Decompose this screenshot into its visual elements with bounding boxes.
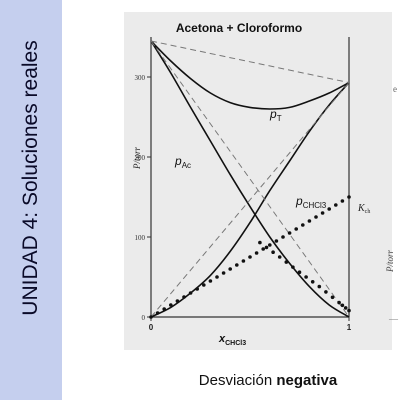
data-point	[258, 240, 262, 245]
data-point	[277, 255, 282, 259]
data-point	[268, 243, 272, 247]
data-point	[307, 219, 312, 223]
data-point	[235, 263, 239, 267]
series-raoult-chloroform-ideal	[150, 82, 350, 318]
data-point	[182, 295, 186, 299]
data-point	[340, 303, 345, 308]
series-raoult-total-ideal	[150, 40, 350, 84]
axes-layer: 0 100 200 300 0 1	[135, 37, 352, 332]
x-axis-label: xCHCl3	[218, 333, 246, 347]
text-layer: Acetona + Cloroformo P/torr xCHCl3 pT pA…	[132, 21, 370, 347]
series-layer	[149, 40, 351, 319]
x-tick-label: 1	[347, 323, 352, 332]
label-pAc: pAc	[174, 154, 191, 170]
data-point	[202, 283, 206, 287]
data-point	[317, 284, 322, 289]
caption-bold: negativa	[276, 372, 338, 389]
y-tick-label: 300	[135, 74, 146, 82]
label-Kch-sub: ch	[365, 209, 371, 215]
data-point	[284, 260, 289, 264]
data-point	[274, 239, 279, 243]
data-point	[228, 267, 232, 271]
data-point	[195, 287, 199, 291]
data-point	[294, 227, 299, 231]
data-point	[314, 215, 318, 219]
adjacent-figure-ylabel: P/torr	[385, 249, 395, 273]
data-point	[162, 307, 166, 311]
data-point	[301, 223, 305, 227]
data-point	[310, 280, 315, 284]
data-point	[287, 231, 292, 235]
series-henry-chloroform	[149, 195, 351, 319]
series-raoult-acetone-ideal	[150, 40, 350, 318]
y-tick-label: 200	[135, 154, 146, 162]
caption-prefix: Desviación	[198, 372, 277, 389]
sidebar-band: UNIDAD 4: Soluciones reales	[0, 0, 62, 400]
label-Kch-main: K	[357, 203, 366, 214]
label-pT-main: p	[269, 107, 277, 121]
data-point	[271, 250, 275, 254]
data-point	[304, 275, 308, 279]
label-pAc-sub: Ac	[182, 161, 191, 170]
data-point	[347, 195, 351, 199]
data-point	[281, 235, 285, 239]
adjacent-figure-fragment: e P/torr —	[383, 0, 400, 400]
x-axis-label-sub: CHCl3	[225, 340, 246, 347]
data-point	[334, 203, 338, 207]
label-pAc-main: p	[174, 154, 182, 168]
label-Kch: Kch	[357, 203, 370, 215]
data-point	[254, 251, 259, 255]
label-pCHCl3-sub: CHCl3	[303, 201, 327, 210]
data-point	[208, 279, 213, 283]
x-tick-label: 0	[149, 323, 154, 332]
adjacent-figure-mark: e	[393, 84, 397, 94]
data-point	[248, 255, 252, 259]
y-tick-label: 100	[135, 234, 146, 242]
data-point	[340, 199, 345, 203]
data-point	[261, 247, 266, 251]
data-point	[320, 211, 325, 215]
data-point	[241, 259, 246, 263]
series-pac	[150, 40, 350, 318]
label-pT-sub: T	[277, 114, 282, 123]
series-henry-acetone	[258, 240, 351, 313]
data-point	[330, 295, 335, 300]
slide-caption: Desviación negativa	[148, 372, 388, 389]
adjacent-figure-dash: —	[388, 314, 399, 324]
label-pT: pT	[269, 107, 282, 123]
data-point	[264, 245, 269, 250]
data-point	[327, 207, 332, 211]
data-point	[215, 275, 219, 279]
svg-text:xCHCl3: xCHCl3	[218, 333, 246, 347]
data-point	[175, 299, 180, 303]
y-tick-label: 0	[142, 314, 146, 322]
data-point	[155, 311, 160, 315]
data-point	[149, 315, 153, 319]
data-point	[343, 306, 348, 310]
data-point	[221, 271, 226, 275]
x-axis-label-main: x	[218, 333, 226, 345]
data-point	[297, 270, 302, 275]
series-pt	[150, 40, 350, 110]
data-point	[324, 290, 328, 294]
label-pCHCl3: pCHCl3	[295, 194, 327, 210]
data-point	[347, 308, 351, 313]
label-pCHCl3-main: p	[295, 194, 303, 208]
data-point	[291, 265, 295, 269]
y-axis-label: P/torr	[132, 146, 142, 170]
data-point	[169, 303, 173, 307]
data-point	[337, 300, 341, 305]
data-point	[188, 291, 193, 295]
chart-title: Acetona + Cloroformo	[176, 21, 302, 35]
